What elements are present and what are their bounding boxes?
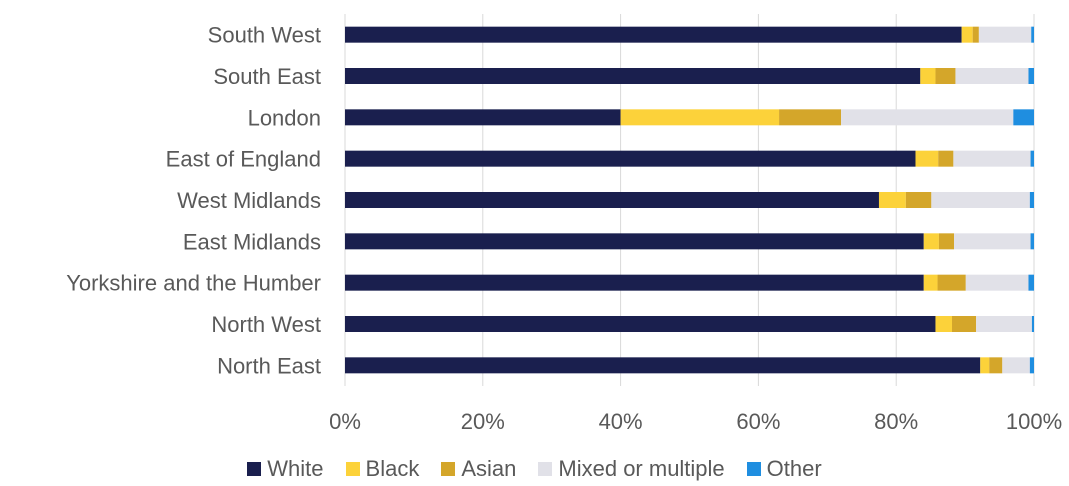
legend-label: Black bbox=[365, 456, 420, 481]
category-label: East of England bbox=[166, 147, 321, 172]
bar-segment bbox=[965, 274, 1029, 291]
legend: White Black Asian Mixed or multiple Other bbox=[0, 453, 1069, 485]
legend-item: Mixed or multiple bbox=[538, 456, 725, 482]
x-tick-label: 60% bbox=[736, 409, 780, 434]
bar-segment bbox=[345, 192, 879, 208]
legend-swatch bbox=[441, 462, 456, 476]
bar-segment bbox=[345, 274, 924, 291]
category-label: North West bbox=[211, 312, 321, 337]
bar-segment bbox=[938, 150, 954, 167]
bar-segment bbox=[345, 26, 962, 43]
legend-label: Mixed or multiple bbox=[558, 456, 725, 481]
category-label: West Midlands bbox=[177, 188, 321, 213]
x-tick-label: 100% bbox=[1006, 409, 1062, 434]
bar-segment bbox=[955, 68, 1029, 84]
category-label: South East bbox=[213, 64, 321, 89]
bar-segment bbox=[905, 192, 932, 208]
bar-segment bbox=[345, 357, 981, 374]
category-label: South West bbox=[208, 23, 321, 48]
bar-segment bbox=[935, 68, 956, 84]
bar-segment bbox=[1029, 192, 1034, 208]
bar-segment bbox=[923, 274, 938, 291]
legend-swatch bbox=[538, 462, 553, 476]
bar-segment bbox=[345, 68, 921, 84]
bar-segment bbox=[841, 109, 1014, 126]
bar-segment bbox=[935, 316, 953, 332]
category-label: London bbox=[248, 105, 321, 130]
bar-segment bbox=[1029, 357, 1034, 374]
category-label: East Midlands bbox=[183, 229, 321, 254]
bar-segment bbox=[1031, 26, 1034, 43]
bar-segment bbox=[952, 316, 977, 332]
legend-item: White bbox=[247, 456, 324, 482]
bar-segment bbox=[989, 357, 1003, 374]
bar-segment bbox=[961, 26, 973, 43]
bar-segment bbox=[953, 150, 1031, 167]
x-tick-label: 40% bbox=[599, 409, 643, 434]
bar-segment bbox=[980, 357, 990, 374]
bar-segment bbox=[1030, 233, 1034, 250]
bar-segment bbox=[1030, 150, 1034, 167]
bar-segment bbox=[915, 150, 939, 167]
bar-segment bbox=[345, 233, 924, 250]
category-labels: South West South East London East of Englan… bbox=[66, 23, 321, 379]
bar-segment bbox=[920, 68, 936, 84]
bar-segment bbox=[931, 192, 1030, 208]
x-tick-label: 20% bbox=[461, 409, 505, 434]
legend-swatch bbox=[746, 462, 761, 476]
category-label: North East bbox=[217, 353, 321, 378]
bar-segment bbox=[345, 150, 916, 167]
bar-segment bbox=[972, 26, 979, 43]
bar-segment bbox=[1002, 357, 1030, 374]
bar-segment bbox=[779, 109, 842, 126]
bar-segment bbox=[1013, 109, 1034, 126]
legend-item: Black bbox=[345, 456, 420, 482]
bar-segment bbox=[937, 274, 966, 291]
bar-segment bbox=[1028, 274, 1034, 291]
legend-label: Asian bbox=[461, 456, 517, 481]
legend-label: Other bbox=[766, 456, 822, 481]
x-tick-label: 80% bbox=[874, 409, 918, 434]
legend-item: Other bbox=[746, 456, 822, 482]
bar-segment bbox=[978, 26, 1032, 43]
legend-swatch bbox=[247, 462, 262, 476]
legend-item: Asian bbox=[441, 456, 516, 482]
bar-segment bbox=[938, 233, 955, 250]
bar-segment bbox=[345, 109, 621, 126]
legend-swatch bbox=[345, 462, 360, 476]
bar-segment bbox=[345, 316, 936, 332]
bars bbox=[345, 26, 1034, 374]
bar-segment bbox=[923, 233, 939, 250]
legend-label: White bbox=[267, 456, 324, 481]
bar-segment bbox=[620, 109, 780, 126]
bar-segment bbox=[1028, 68, 1034, 84]
x-tick-label: 0% bbox=[329, 409, 361, 434]
x-tick-labels: 0% 20% 40% 60% 80% 100% bbox=[329, 409, 1062, 434]
bar-segment bbox=[878, 192, 906, 208]
bar-segment bbox=[976, 316, 1032, 332]
bar-segment bbox=[1031, 316, 1034, 332]
category-label: Yorkshire and the Humber bbox=[66, 271, 321, 296]
bar-segment bbox=[954, 233, 1031, 250]
